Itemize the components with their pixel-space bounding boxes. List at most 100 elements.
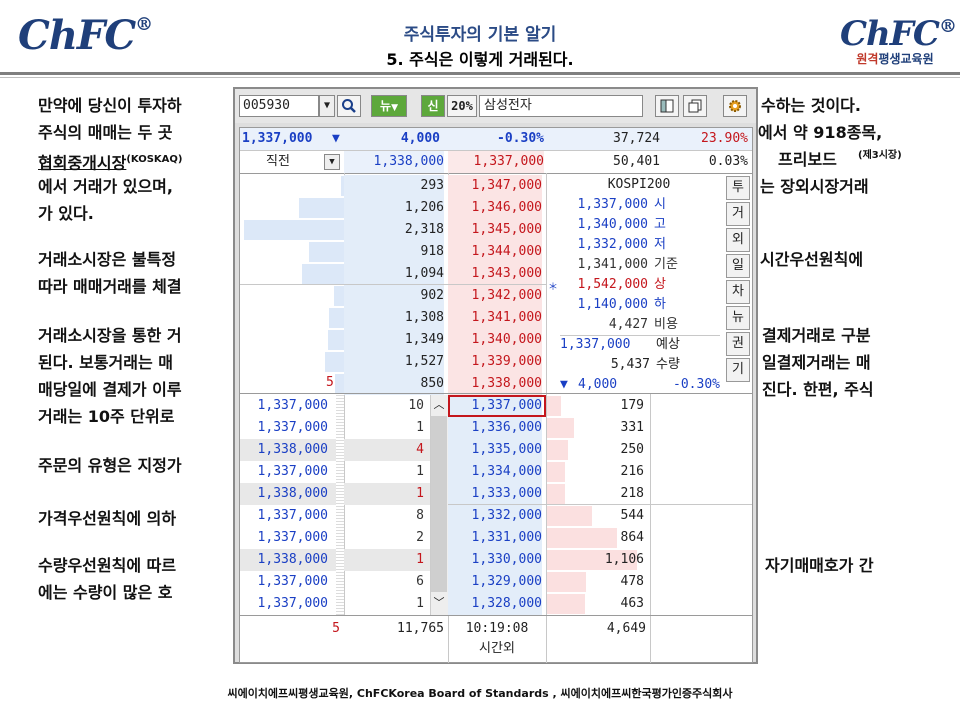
trade-tick-row[interactable]: 1,337,000 1 <box>240 593 430 615</box>
prev-label: 직전 <box>266 154 290 169</box>
code-dropdown-button[interactable]: ▼ <box>319 95 335 117</box>
body-text: 된다. 보통거래는 매 <box>38 353 173 372</box>
body-text: 진다. 한편, 주식 <box>762 380 874 399</box>
side-tab[interactable]: 외 <box>726 228 750 252</box>
tick-qty: 10 <box>408 398 424 413</box>
tick-qty: 6 <box>416 574 424 589</box>
ask-qty: 1,206 <box>344 197 444 219</box>
ask-qty: 902 <box>344 285 444 307</box>
side-tab[interactable]: 일 <box>726 254 750 278</box>
bid-row[interactable]: 1,331,000 864 <box>448 527 752 549</box>
trade-tick-row[interactable]: 1,337,000 6 <box>240 571 430 593</box>
body-text: 가격우선원칙에 의하 <box>38 509 177 528</box>
side-tab[interactable]: 권 <box>726 332 750 356</box>
body-text: 주식의 매매는 두 곳 <box>38 123 173 142</box>
ask-price: 1,340,000 <box>448 329 542 351</box>
ask-tick-marker: ＊ <box>548 282 558 293</box>
bid-qty-bar <box>547 396 561 416</box>
bid-row[interactable]: 1,332,000 544 <box>448 505 752 527</box>
trade-tick-row[interactable]: 1,338,000 1 <box>240 483 430 505</box>
prev-row: 직전 ▼ 1,338,000 1,337,000 50,401 0.03% <box>240 151 752 173</box>
news-label: 뉴 <box>380 99 392 113</box>
credit-badge[interactable]: 신 <box>421 95 445 117</box>
bid-row[interactable]: 1,330,000 1,106 <box>448 549 752 571</box>
info-label: 시 <box>654 197 666 212</box>
ask-row[interactable]: 2,318 1,345,000 <box>240 219 546 241</box>
bid-row[interactable]: 1,328,000 463 <box>448 593 752 615</box>
bid-row[interactable]: 1,334,000 216 <box>448 461 752 483</box>
side-tab[interactable]: 뉴 <box>726 306 750 330</box>
body-text: 프리보드 <box>778 150 837 169</box>
scroll-thumb[interactable] <box>431 416 447 592</box>
info-value: 1,337,000 <box>577 197 648 212</box>
bid-qty-bar <box>547 572 586 592</box>
ask-row[interactable]: 850 1,338,000 <box>240 373 546 395</box>
side-tab[interactable]: 투 <box>726 176 750 200</box>
ask-row[interactable]: 918 1,344,000 <box>240 241 546 263</box>
ask-row[interactable]: 1,308 1,341,000 <box>240 307 546 329</box>
trade-tick-row[interactable]: 1,337,000 8 <box>240 505 430 527</box>
bid-qty: 250 <box>620 442 644 457</box>
trade-tick-row[interactable]: 1,337,000 2 <box>240 527 430 549</box>
side-tab[interactable]: 차 <box>726 280 750 304</box>
trade-tick-row[interactable]: 1,337,000 1 <box>240 417 430 439</box>
tick-qty: 1 <box>416 464 424 479</box>
trade-tick-row[interactable]: 1,338,000 4 <box>240 439 430 461</box>
bid-row[interactable]: 1,337,000 179 <box>448 395 752 417</box>
side-tab[interactable]: 기 <box>726 358 750 382</box>
ask-qty: 1,308 <box>344 307 444 329</box>
expected-rate: -0.30% <box>673 377 720 392</box>
copy-window-button[interactable] <box>683 95 707 117</box>
bid-row[interactable]: 1,335,000 250 <box>448 439 752 461</box>
body-text: 주문의 유형은 지정가 <box>38 456 182 475</box>
window-link-button[interactable] <box>655 95 679 117</box>
prev-dropdown[interactable]: ▼ <box>324 154 340 170</box>
divider <box>240 150 752 151</box>
body-text-note: (KOSKAQ) <box>126 154 183 165</box>
expected-qty: 5,437 <box>610 357 650 372</box>
stock-name-field[interactable]: 삼성전자 <box>479 95 643 117</box>
index-label: KOSPI200 <box>607 177 671 192</box>
scroll-up-arrow[interactable]: ︿ <box>433 398 445 411</box>
trade-tick-row[interactable]: 1,338,000 1 <box>240 549 430 571</box>
ask-row[interactable]: 1,094 1,343,000 <box>240 263 546 285</box>
divider <box>240 284 546 285</box>
scroll-down-arrow[interactable]: ﹀ <box>433 596 445 609</box>
ask-price: 1,343,000 <box>448 263 542 285</box>
bid-qty: 179 <box>620 398 644 413</box>
paragraph-4: 주문의 유형은 지정가 <box>38 452 928 479</box>
bid-qty-bar <box>547 506 592 526</box>
turnover-rate: 23.90% <box>701 131 748 146</box>
ask-row[interactable]: 1,206 1,346,000 <box>240 197 546 219</box>
tick-qty: 1 <box>416 486 424 501</box>
divider <box>240 615 752 616</box>
trade-tick-row[interactable]: 1,337,000 10 <box>240 395 430 417</box>
bid-qty: 463 <box>620 596 644 611</box>
stock-code-input[interactable]: 005930 <box>239 95 319 117</box>
ask-row[interactable]: 902 1,342,000 <box>240 285 546 307</box>
bid-qty-bar <box>547 594 585 614</box>
expected-qty-label: 수량 <box>656 357 680 372</box>
info-label: 상 <box>654 277 666 292</box>
prev-ask-price: 1,337,000 <box>448 151 544 173</box>
bid-row[interactable]: 1,333,000 218 <box>448 483 752 505</box>
bid-row[interactable]: 1,329,000 478 <box>448 571 752 593</box>
settings-button[interactable] <box>723 95 747 117</box>
ask-qty-bar <box>341 176 344 196</box>
bid-row[interactable]: 1,336,000 331 <box>448 417 752 439</box>
bid-qty-bar <box>547 484 565 504</box>
info-label: 고 <box>654 217 666 232</box>
ask-row[interactable]: 1,349 1,340,000 <box>240 329 546 351</box>
side-tab[interactable]: 거 <box>726 202 750 226</box>
summary-row: 1,337,000 ▼ 4,000 -0.30% 37,724 23.90% <box>240 128 752 150</box>
info-value: 1,341,000 <box>577 257 648 272</box>
tick-price: 1,337,000 <box>257 530 328 545</box>
bid-qty-bar <box>547 550 637 570</box>
body-text: 거래소시장을 통한 거 <box>38 326 182 345</box>
tick-qty: 8 <box>416 508 424 523</box>
search-button[interactable] <box>337 95 361 117</box>
ask-row[interactable]: 293 1,347,000 <box>240 175 546 197</box>
ask-row[interactable]: 1,527 1,339,000 <box>240 351 546 373</box>
trade-tick-row[interactable]: 1,337,000 1 <box>240 461 430 483</box>
news-button[interactable]: 뉴▼ <box>371 95 407 117</box>
